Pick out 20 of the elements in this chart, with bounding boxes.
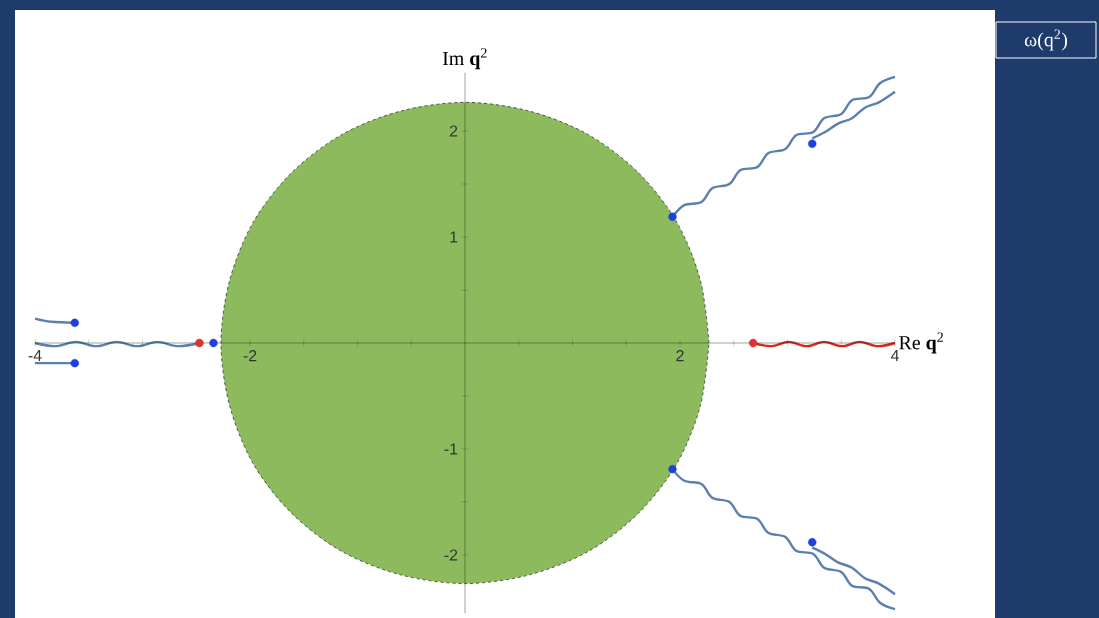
point — [70, 318, 79, 328]
point — [195, 338, 204, 348]
text: ω(q$^{2}$) — [1024, 29, 1068, 51]
point — [748, 338, 758, 348]
y-tick-label: 1 — [450, 231, 458, 243]
y-tick-label: 2 — [449, 125, 458, 137]
point — [808, 538, 817, 547]
x-tick-label: 4 — [890, 350, 899, 361]
x-tick-label: -2 — [243, 350, 257, 362]
x-tick-label: -4 — [28, 350, 42, 361]
point — [668, 212, 677, 222]
y-axis-title: Im q$^{2}$ — [442, 48, 487, 70]
y-tick-label: -2 — [444, 549, 458, 561]
x-axis-title: Re q$^{2}$ — [899, 332, 943, 354]
point — [70, 358, 79, 368]
point — [808, 139, 817, 148]
y-tick-label: -1 — [444, 443, 458, 455]
x-tick-label: 2 — [676, 350, 684, 362]
point — [668, 464, 677, 474]
point — [209, 338, 218, 348]
